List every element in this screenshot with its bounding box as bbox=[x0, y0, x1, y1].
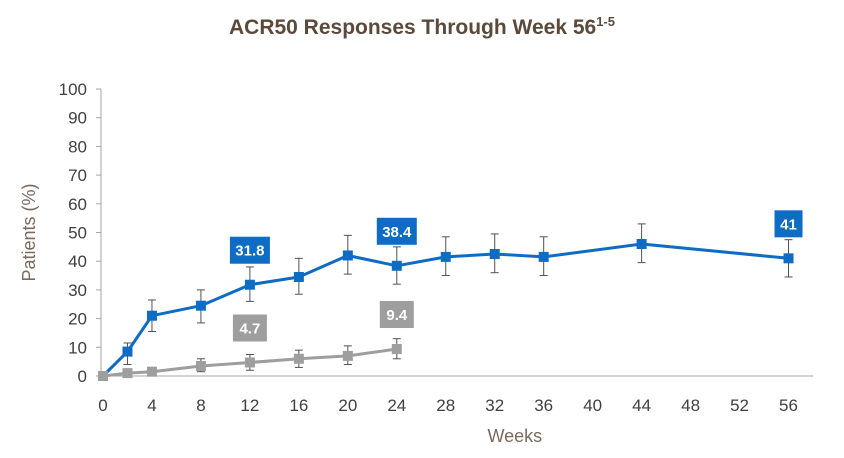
chart-title: ACR50 Responses Through Week 561-5 bbox=[0, 14, 844, 40]
x-tick-label: 0 bbox=[98, 396, 107, 415]
treatment-callout-label: 38.4 bbox=[382, 224, 412, 241]
placebo-callout-box bbox=[232, 314, 267, 342]
x-tick-label: 48 bbox=[681, 396, 700, 415]
treatment-marker bbox=[440, 251, 451, 262]
placebo-marker bbox=[98, 371, 108, 381]
placebo-marker bbox=[195, 360, 206, 371]
x-tick-label: 44 bbox=[632, 396, 651, 415]
x-tick-label: 4 bbox=[147, 396, 156, 415]
chart-title-text: ACR50 Responses Through Week 56 bbox=[228, 16, 597, 39]
y-tick-label: 50 bbox=[68, 224, 87, 243]
placebo-marker bbox=[244, 357, 255, 368]
x-tick-label: 40 bbox=[583, 396, 602, 415]
treatment-marker bbox=[538, 251, 549, 262]
y-tick-label: 20 bbox=[68, 310, 87, 329]
x-tick-label: 24 bbox=[387, 396, 406, 415]
callouts: 31.8 38.4 41 4.7 9.4 bbox=[229, 210, 803, 342]
x-tick-label: 36 bbox=[534, 396, 553, 415]
treatment-callout-label: 41 bbox=[780, 216, 797, 233]
x-tick-label: 12 bbox=[240, 396, 259, 415]
placebo-marker bbox=[391, 344, 402, 355]
placebo-callout-label: 9.4 bbox=[386, 307, 408, 324]
y-tick-label: 60 bbox=[68, 195, 87, 214]
placebo-callout-label: 4.7 bbox=[239, 321, 260, 338]
treatment-marker bbox=[244, 279, 255, 290]
treatment-marker bbox=[783, 253, 794, 264]
x-tick-label: 8 bbox=[196, 396, 205, 415]
x-axis-title: Weeks bbox=[487, 426, 542, 446]
y-tick-label: 80 bbox=[68, 137, 87, 156]
x-tick-label: 16 bbox=[289, 396, 308, 415]
y-tick-label: 10 bbox=[68, 338, 87, 357]
treatment-callout-box bbox=[774, 210, 803, 238]
treatment-marker bbox=[122, 346, 133, 357]
treatment-marker bbox=[293, 271, 304, 282]
treatment-marker bbox=[195, 300, 206, 311]
treatment-marker bbox=[489, 249, 500, 260]
y-axis-title: Patients (%) bbox=[19, 183, 39, 281]
y-tick-label: 0 bbox=[78, 367, 87, 386]
placebo-marker bbox=[342, 350, 353, 361]
placebo-marker bbox=[146, 366, 157, 377]
chart-title-superscript: 1-5 bbox=[596, 14, 615, 29]
x-tick-label: 56 bbox=[779, 396, 798, 415]
placebo-marker bbox=[293, 353, 304, 364]
y-tick-label: 90 bbox=[68, 109, 87, 128]
treatment-marker bbox=[342, 250, 353, 261]
treatment-callout-label: 31.8 bbox=[235, 243, 264, 260]
error-bars bbox=[123, 223, 793, 377]
x-tick-label: 32 bbox=[485, 396, 504, 415]
x-tick-label: 52 bbox=[730, 396, 749, 415]
treatment-callout-box bbox=[376, 217, 417, 245]
treatment-marker bbox=[146, 310, 157, 321]
y-tick-label: 30 bbox=[68, 281, 87, 300]
treatment-marker bbox=[391, 260, 402, 271]
y-tick-label: 40 bbox=[68, 252, 87, 271]
x-tick-label: 20 bbox=[338, 396, 357, 415]
treatment-callout-box bbox=[229, 236, 270, 264]
x-tick-label: 28 bbox=[436, 396, 455, 415]
y-tick-label: 70 bbox=[68, 166, 87, 185]
placebo-marker bbox=[122, 368, 133, 379]
markers bbox=[98, 238, 794, 381]
treatment-marker bbox=[636, 238, 647, 249]
placebo-callout-box bbox=[379, 301, 414, 329]
y-tick-label: 100 bbox=[59, 80, 87, 99]
